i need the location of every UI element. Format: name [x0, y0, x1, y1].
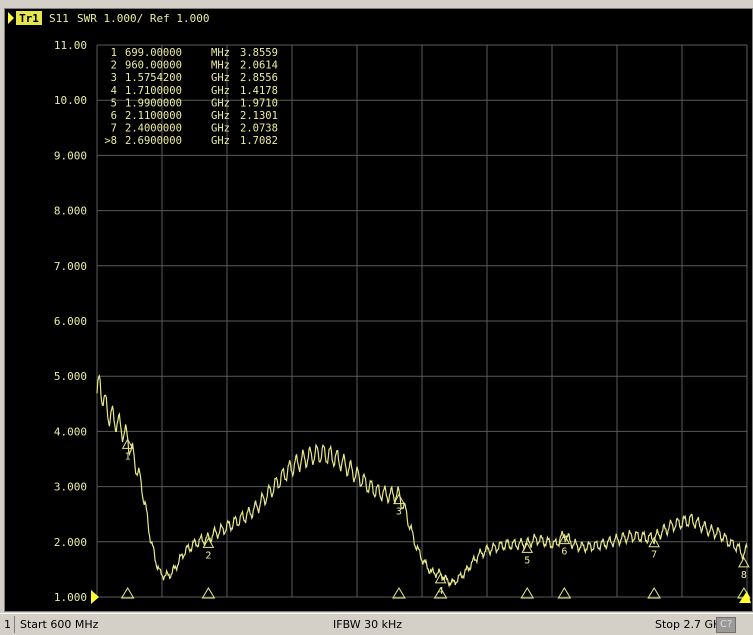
trace-parameter: S11	[49, 12, 69, 25]
marker-table-number: 6	[111, 110, 117, 122]
marker-table-unit: GHz	[211, 85, 230, 97]
marker-table-unit: GHz	[211, 135, 230, 147]
y-tick-label: 5.000	[54, 370, 87, 383]
marker-axis-triangle-icon	[520, 587, 535, 599]
marker-table-number: 5	[111, 97, 117, 109]
marker-table-unit: GHz	[211, 72, 230, 84]
marker-table-number: 4	[111, 85, 117, 97]
swr-trace-line	[96, 373, 748, 588]
marker-axis-triangle-icon	[392, 587, 406, 599]
marker-label: 3	[396, 507, 402, 518]
marker-table-unit: GHz	[211, 123, 230, 135]
marker-table-value: 1.9710	[240, 97, 278, 109]
marker-table-frequency: 1.5754200	[125, 72, 182, 84]
y-tick-label: 3.000	[54, 481, 87, 494]
trace-badge: Tr1	[19, 12, 39, 25]
marker-table-number: 3	[111, 72, 117, 84]
marker-axis-triangle-icon	[201, 587, 216, 599]
status-ifbw: IFBW 30 kHz	[333, 618, 403, 631]
marker-table-unit: MHz	[211, 47, 230, 59]
y-tick-label: 9.000	[54, 149, 87, 162]
status-channel: 1	[4, 618, 11, 631]
marker-triangle-icon	[434, 572, 447, 584]
marker-label: 5	[524, 555, 530, 566]
marker-triangle-icon	[521, 542, 534, 553]
chart-background	[5, 9, 752, 611]
status-start-frequency: Start 600 MHz	[20, 618, 99, 631]
y-tick-label: 6.000	[54, 315, 87, 328]
marker-table-frequency: 2.4000000	[125, 123, 182, 135]
marker-label: 4	[438, 586, 444, 597]
marker-table-value: 3.8559	[240, 47, 278, 59]
marker-triangle-icon	[202, 537, 215, 548]
marker-axis-triangle-icon	[557, 587, 572, 599]
y-tick-label: 8.000	[54, 205, 87, 218]
marker-table-unit: GHz	[211, 110, 230, 122]
marker-axis-triangle-icon	[647, 587, 662, 599]
marker-axis-triangle-icon	[120, 587, 135, 599]
marker-label: 7	[651, 550, 657, 561]
marker-table-value: 2.0738	[240, 123, 278, 135]
y-tick-label: 2.000	[54, 536, 87, 549]
active-trace-arrow-icon	[8, 12, 14, 24]
status-stop-frequency: Stop 2.7 GHz	[655, 618, 728, 631]
marker-table-frequency: 1.9900000	[125, 97, 182, 109]
marker-table-frequency: 1.7100000	[125, 85, 182, 97]
marker-axis-triangle-icon	[433, 587, 448, 599]
y-tick-label: 10.00	[54, 94, 87, 107]
marker-label: 6	[561, 547, 567, 558]
marker-table-frequency: 2.6900000	[125, 135, 182, 147]
marker-table-number: 7	[111, 123, 117, 135]
marker-table-value: 2.1301	[240, 110, 278, 122]
reference-level-arrow-icon	[91, 590, 99, 604]
status-cal-badge: C?	[716, 617, 737, 633]
marker-table-number: >8	[104, 135, 117, 147]
marker-table-number: 2	[111, 60, 117, 72]
marker-label: 2	[205, 550, 211, 561]
marker-table-frequency: 2.1100000	[125, 110, 182, 122]
marker-table-frequency: 960.00000	[125, 60, 182, 72]
y-tick-label: 4.000	[54, 425, 87, 438]
status-bar: 1 Start 600 MHz IFBW 30 kHz Stop 2.7 GHz…	[0, 613, 753, 635]
active-marker-icon	[739, 591, 751, 603]
marker-table-value: 2.8556	[240, 72, 278, 84]
status-separator	[14, 616, 15, 633]
marker-table-number: 1	[111, 47, 117, 59]
marker-table-frequency: 699.00000	[125, 47, 182, 59]
marker-triangle-icon	[121, 438, 134, 449]
marker-table-value: 1.4178	[240, 85, 278, 97]
marker-triangle-icon	[738, 556, 750, 568]
y-tick-label: 1.000	[54, 591, 87, 604]
trace-badge-background	[16, 11, 42, 25]
marker-label: 8	[741, 570, 747, 581]
marker-table-unit: MHz	[211, 60, 230, 72]
marker-table-value: 1.7082	[240, 135, 278, 147]
y-tick-label: 11.00	[54, 39, 87, 52]
plot-area: 1.000 2.000 3.000 4.000 5.000 6.000 7.000 8.000…	[4, 8, 753, 612]
trace-format: SWR 1.000/ Ref 1.000	[77, 12, 209, 25]
marker-triangle-icon	[558, 533, 571, 545]
marker-triangle-icon	[393, 493, 405, 505]
marker-table-value: 2.0614	[240, 60, 278, 72]
y-tick-label: 7.000	[54, 260, 87, 273]
marker-label: 1	[125, 451, 131, 462]
marker-table-unit: GHz	[211, 97, 230, 109]
swr-chart: 1.000 2.000 3.000 4.000 5.000 6.000 7.000 8.000…	[5, 9, 752, 611]
marker-triangle-icon	[648, 536, 660, 548]
